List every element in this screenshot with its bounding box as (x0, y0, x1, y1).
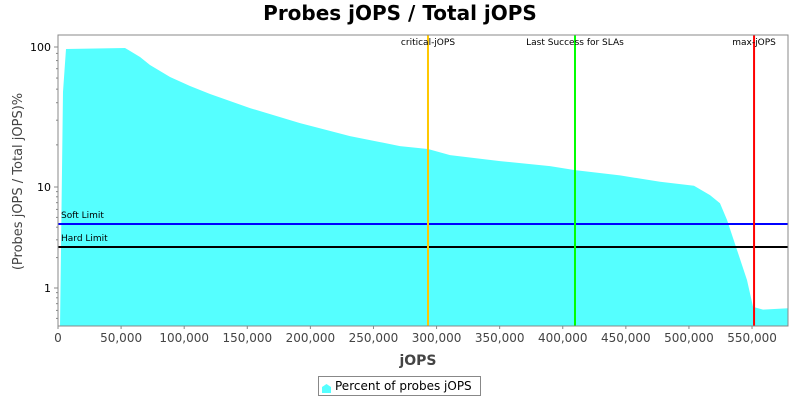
v-marker-label-2: max-jOPS (732, 38, 776, 48)
x-tick-label-10: 500,000 (664, 331, 714, 345)
y-tick-label-0: 1 (44, 282, 51, 295)
x-tick-label-5: 250,000 (349, 331, 399, 345)
x-axis-label: jOPS (398, 353, 436, 369)
x-tick-label-2: 100,000 (159, 331, 209, 345)
x-tick-label-6: 300,000 (412, 331, 462, 345)
chart-title: Probes jOPS / Total jOPS (263, 1, 537, 25)
y-tick-label-1: 10 (37, 181, 51, 194)
h-marker-label-0: Soft Limit (61, 211, 104, 221)
y-tick-label-2: 100 (30, 41, 51, 54)
h-marker-label-1: Hard Limit (61, 234, 108, 244)
legend: Percent of probes jOPS (318, 376, 481, 396)
v-marker-label-0: critical-jOPS (401, 38, 455, 48)
x-tick-label-7: 350,000 (475, 331, 525, 345)
v-marker-label-1: Last Success for SLAs (526, 38, 624, 48)
x-tick-label-4: 200,000 (286, 331, 336, 345)
series-area (60, 47, 788, 327)
x-tick-label-9: 450,000 (601, 331, 651, 345)
x-tick-label-8: 400,000 (538, 331, 588, 345)
y-axis-label: (Probes jOPS / Total jOPS)% (11, 93, 26, 270)
x-tick-label-11: 550,000 (727, 331, 777, 345)
x-tick-label-3: 150,000 (222, 331, 272, 345)
x-tick-label-1: 50,000 (100, 331, 142, 345)
legend-label: Percent of probes jOPS (335, 379, 472, 393)
x-tick-label-0: 0 (54, 331, 62, 345)
plot-border (57, 34, 789, 327)
legend-marker-icon (322, 382, 331, 393)
